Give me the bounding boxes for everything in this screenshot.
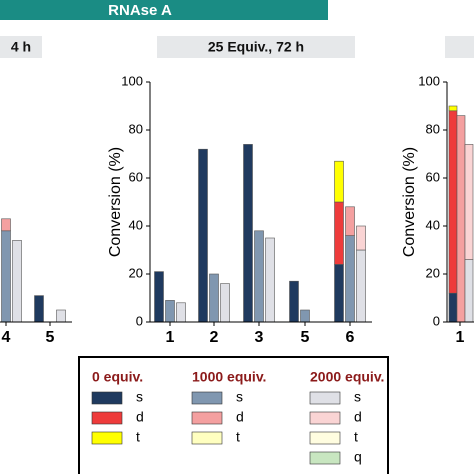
panel-title: 25 Equiv., 72 h [208,39,304,55]
y-tick-label: 100 [418,73,440,88]
bar-segment [464,259,474,323]
y-tick-label: 80 [426,121,440,136]
legend-swatch [309,431,341,445]
y-tick-label: 0 [433,313,440,328]
bar-segment [154,271,164,323]
x-tick-label: 3 [255,329,264,346]
legend-label: t [136,429,140,445]
bar-segment [289,280,299,323]
panel-title-box [445,36,474,58]
legend-label: s [354,389,361,405]
x-tick-label: 6 [346,329,355,346]
panel-title-box [157,36,355,58]
x-tick-label: 5 [301,329,310,346]
chart: Conversion (%) 0 20 40 60 80 100 1 [401,73,474,346]
chart: Conversion (%) 0 20 40 60 80 100 1 2 3 5 6 [107,73,372,346]
legend-swatch [191,431,223,445]
x-tick-label: 4 [2,329,11,346]
y-axis-label: Conversion (%) [401,147,418,257]
legend-title: 1000 equiv. [192,369,266,385]
bar-segment [448,292,458,323]
legend-swatch [309,451,341,465]
legend-label: d [236,409,244,425]
bar-segment [243,144,253,323]
header-band [0,0,328,20]
bar-segment [345,206,355,236]
y-tick-label: 60 [426,169,440,184]
x-tick-label: 2 [210,329,219,346]
x-tick-label: 5 [46,329,55,346]
legend-label: d [354,409,362,425]
y-axis-label: Conversion (%) [107,147,124,257]
bar-segment [34,295,44,323]
y-tick-label: 40 [426,217,440,232]
bar-segment [356,225,366,251]
y-tick-label: 100 [121,73,143,88]
y-tick-label: 40 [129,217,143,232]
legend-swatch [91,431,123,445]
legend-swatch [191,411,223,425]
bar-segment [165,300,175,323]
x-tick-label: 1 [166,329,175,346]
bar-segment [265,237,275,323]
panel-title: 4 h [11,39,31,55]
bar-segment [334,160,344,203]
legend-swatch [91,391,123,405]
bar-segment [56,309,66,323]
y-tick-label: 60 [129,169,143,184]
bar-segment [300,309,310,323]
header-title: RNAse A [108,2,172,19]
bar-segment [220,283,230,323]
legend-label: q [354,449,362,465]
legend-swatch [91,411,123,425]
bar-segment [198,148,208,323]
bar-segment [254,230,264,323]
panel-title-box [0,36,42,58]
y-tick-label: 80 [129,121,143,136]
legend-swatch [191,391,223,405]
bar-segment [448,110,458,294]
bar-segment [1,230,11,323]
bar-segment [456,115,466,323]
bar-segment [12,240,22,323]
bar-segment [176,302,186,323]
legend-swatch [309,391,341,405]
legend-title: 0 equiv. [92,369,143,385]
legend-label: t [236,429,240,445]
x-tick-label: 1 [456,329,465,346]
legend-label: t [354,429,358,445]
y-tick-label: 0 [136,313,143,328]
bar-segment [345,235,355,323]
legend-label: d [136,409,144,425]
legend-label: s [236,389,243,405]
y-tick-label: 20 [129,265,143,280]
bar-segment [334,264,344,323]
legend-title: 2000 equiv. [310,369,384,385]
bar-segment [1,218,11,232]
legend-label: s [136,389,143,405]
bar-segment [448,105,458,112]
bar-segment [356,249,366,323]
bar-segment [334,201,344,265]
y-tick-label: 20 [426,265,440,280]
legend-swatch [309,411,341,425]
bar-segment [464,144,474,260]
bar-segment [209,273,219,323]
